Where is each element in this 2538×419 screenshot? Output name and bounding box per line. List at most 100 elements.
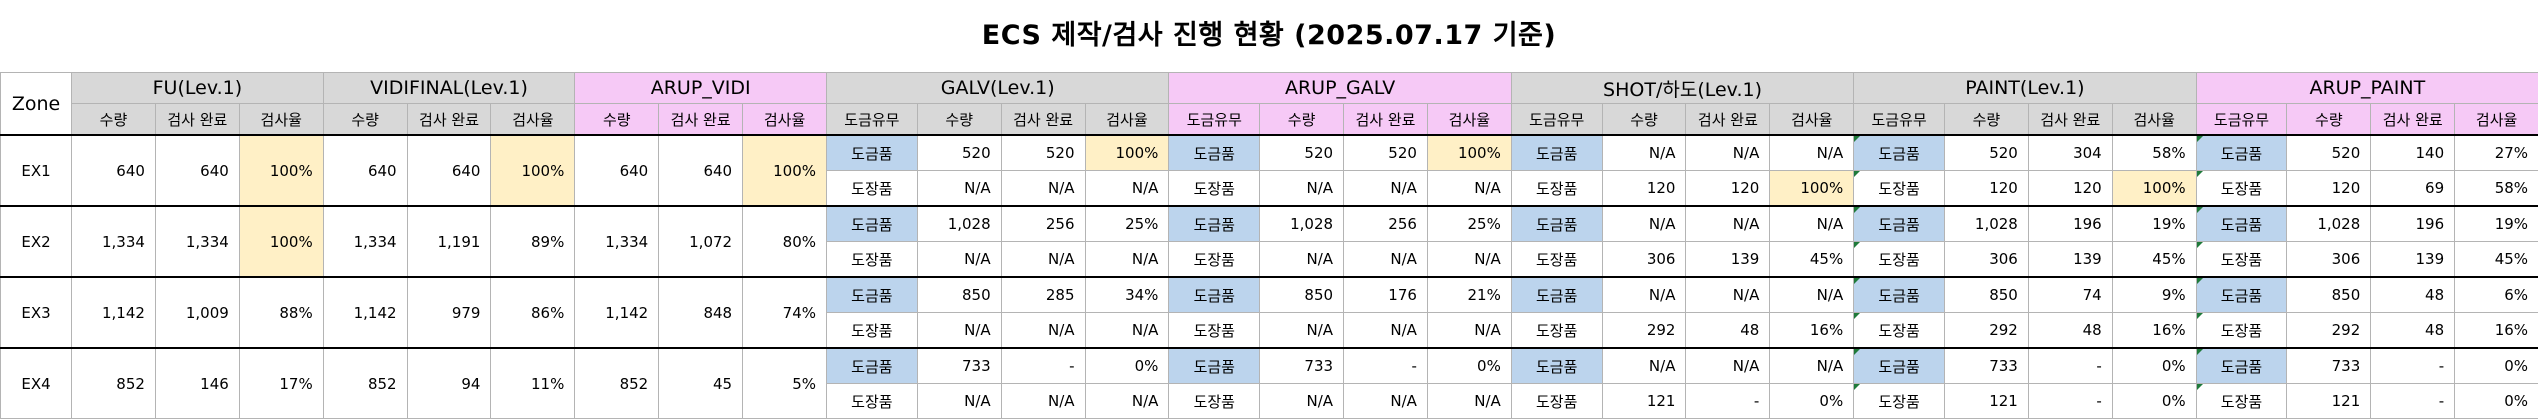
vidi-cell: 979 (407, 277, 491, 348)
shot-cell: 0% (1770, 384, 1854, 419)
shot-cell: 도장품 (1511, 242, 1602, 278)
shot-cell: 16% (1770, 313, 1854, 349)
column-header: 수량 (1944, 104, 2028, 136)
arup-vidi-cell: 1,142 (575, 277, 659, 348)
arup-vidi-cell: 1,072 (659, 206, 743, 277)
fu-cell: 100% (239, 206, 323, 277)
arup-galv-cell: 850 (1260, 277, 1344, 313)
arup-galv-cell: 도금품 (1169, 277, 1260, 313)
arup-paint-cell: 도금품 (2196, 348, 2287, 384)
arup-vidi-cell: 74% (743, 277, 827, 348)
galv-cell: 520 (917, 135, 1001, 171)
galv-cell: 285 (1001, 277, 1085, 313)
column-header: 수량 (72, 104, 156, 136)
arup-galv-cell: 21% (1427, 277, 1511, 313)
arup-paint-cell: 도장품 (2196, 171, 2287, 207)
arup-paint-cell: - (2371, 348, 2455, 384)
group-header: ARUP_VIDI (575, 73, 827, 104)
arup-galv-cell: N/A (1427, 242, 1511, 278)
galv-cell: 도장품 (827, 242, 918, 278)
paint-cell: 도금품 (1854, 135, 1945, 171)
arup-paint-cell: 도금품 (2196, 206, 2287, 242)
arup-paint-cell: 6% (2455, 277, 2538, 313)
arup-paint-cell: 16% (2455, 313, 2538, 349)
arup-galv-cell: N/A (1260, 313, 1344, 349)
arup-vidi-cell: 852 (575, 348, 659, 419)
paint-cell: - (2028, 348, 2112, 384)
column-header: 검사 완료 (2028, 104, 2112, 136)
paint-cell: 도장품 (1854, 171, 1945, 207)
galv-cell: 733 (917, 348, 1001, 384)
arup-paint-cell: 48 (2371, 277, 2455, 313)
paint-cell: 도장품 (1854, 242, 1945, 278)
arup-paint-cell: 733 (2287, 348, 2371, 384)
column-header: 검사율 (743, 104, 827, 136)
shot-cell: 120 (1602, 171, 1686, 207)
galv-cell: N/A (1001, 384, 1085, 419)
fu-cell: 640 (72, 135, 156, 206)
arup-galv-cell: 도장품 (1169, 171, 1260, 207)
arup-galv-cell: N/A (1427, 171, 1511, 207)
arup-paint-cell: 520 (2287, 135, 2371, 171)
galv-cell: 도장품 (827, 384, 918, 419)
arup-vidi-cell: 80% (743, 206, 827, 277)
column-header: 검사 완료 (1344, 104, 1428, 136)
paint-cell: 120 (2028, 171, 2112, 207)
column-header: 수량 (575, 104, 659, 136)
vidi-cell: 11% (491, 348, 575, 419)
column-header: 수량 (1602, 104, 1686, 136)
arup-vidi-cell: 1,334 (575, 206, 659, 277)
arup-paint-cell: 140 (2371, 135, 2455, 171)
arup-galv-cell: 733 (1260, 348, 1344, 384)
shot-cell: 48 (1686, 313, 1770, 349)
column-header: 수량 (1260, 104, 1344, 136)
paint-cell: 306 (1944, 242, 2028, 278)
zone-cell: EX3 (1, 277, 72, 348)
galv-cell: 100% (1085, 135, 1169, 171)
column-header: 도금유무 (1511, 104, 1602, 136)
galv-cell: N/A (1001, 313, 1085, 349)
arup-paint-cell: 292 (2287, 313, 2371, 349)
column-header: 도금유무 (1854, 104, 1945, 136)
paint-cell: 0% (2112, 348, 2196, 384)
galv-cell: - (1001, 348, 1085, 384)
arup-galv-cell: N/A (1260, 171, 1344, 207)
paint-cell: 도금품 (1854, 348, 1945, 384)
vidi-cell: 640 (323, 135, 407, 206)
shot-cell: N/A (1602, 348, 1686, 384)
paint-cell: 100% (2112, 171, 2196, 207)
group-header: SHOT/하도(Lev.1) (1511, 73, 1853, 104)
group-header: ARUP_PAINT (2196, 73, 2538, 104)
galv-cell: N/A (1085, 313, 1169, 349)
paint-cell: 48 (2028, 313, 2112, 349)
paint-cell: 74 (2028, 277, 2112, 313)
galv-cell: 520 (1001, 135, 1085, 171)
paint-cell: 0% (2112, 384, 2196, 419)
paint-cell: 850 (1944, 277, 2028, 313)
fu-cell: 640 (155, 135, 239, 206)
galv-cell: 25% (1085, 206, 1169, 242)
arup-galv-cell: 176 (1344, 277, 1428, 313)
arup-paint-cell: 45% (2455, 242, 2538, 278)
arup-galv-cell: 100% (1427, 135, 1511, 171)
arup-paint-cell: 69 (2371, 171, 2455, 207)
paint-cell: 19% (2112, 206, 2196, 242)
column-header: 검사율 (239, 104, 323, 136)
arup-galv-cell: 520 (1344, 135, 1428, 171)
arup-paint-cell: 도장품 (2196, 313, 2287, 349)
galv-cell: 도금품 (827, 206, 918, 242)
arup-paint-cell: 121 (2287, 384, 2371, 419)
shot-cell: N/A (1602, 135, 1686, 171)
arup-paint-cell: - (2371, 384, 2455, 419)
column-header: 수량 (2287, 104, 2371, 136)
arup-galv-cell: 도장품 (1169, 384, 1260, 419)
arup-galv-cell: N/A (1344, 384, 1428, 419)
column-header: 검사 완료 (155, 104, 239, 136)
arup-galv-cell: N/A (1344, 171, 1428, 207)
column-header: 검사 완료 (1686, 104, 1770, 136)
group-header: PAINT(Lev.1) (1854, 73, 2196, 104)
galv-cell: 도금품 (827, 348, 918, 384)
